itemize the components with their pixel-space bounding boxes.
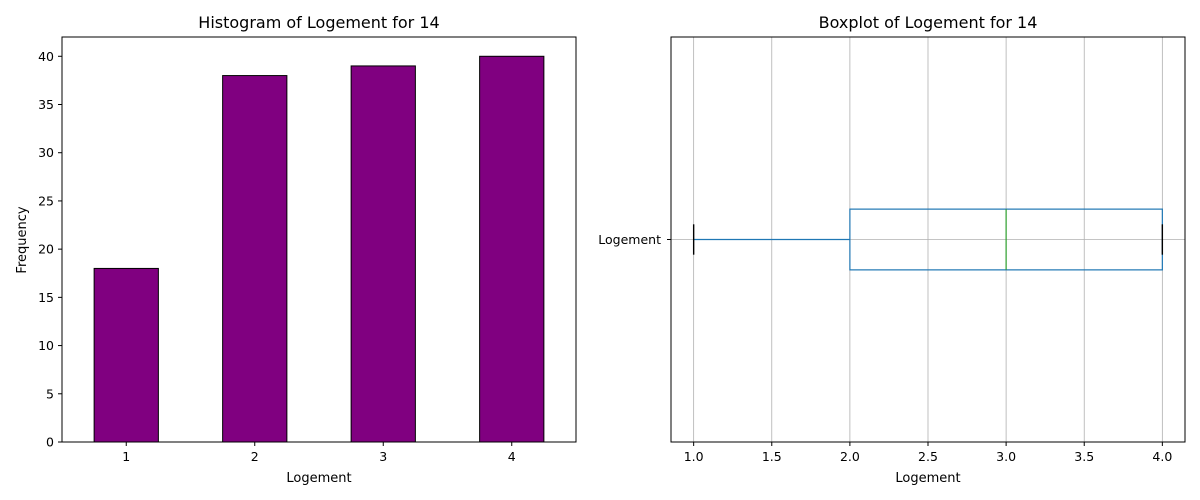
histogram-x-tick-label: 4 xyxy=(508,449,516,464)
histogram-x-tick-label: 3 xyxy=(379,449,387,464)
histogram-bars xyxy=(93,55,545,443)
histogram-x-tick-label: 1 xyxy=(122,449,130,464)
histogram-y-tick-label: 30 xyxy=(38,145,54,160)
boxplot-marks xyxy=(692,208,1164,271)
histogram-y-ticks: 0 5 10 15 20 25 30 35 40 xyxy=(38,49,62,450)
histogram-y-tick-label: 40 xyxy=(38,49,54,64)
histogram-title: Histogram of Logement for 14 xyxy=(198,13,439,32)
histogram-y-tick-label: 10 xyxy=(38,338,54,353)
boxplot-x-tick-label: 1.0 xyxy=(684,449,704,464)
histogram-bar-3 xyxy=(350,65,416,443)
boxplot-x-tick-label: 3.0 xyxy=(996,449,1016,464)
histogram-x-tick-label: 2 xyxy=(251,449,259,464)
histogram-y-tick-label: 25 xyxy=(38,193,54,208)
histogram-y-tick-label: 20 xyxy=(38,242,54,257)
histogram-y-label: Frequency xyxy=(15,206,30,273)
histogram-y-tick-label: 0 xyxy=(46,435,54,450)
boxplot-y-ticks: Logement xyxy=(598,232,671,247)
boxplot-chart: Boxplot of Logement for 14 1.0 1.5 2.0 2.5 3… xyxy=(598,13,1186,486)
histogram-bar-2 xyxy=(222,75,288,443)
histogram-plot-frame xyxy=(61,36,577,443)
histogram-y-tick-label: 15 xyxy=(38,290,54,305)
boxplot-x-tick-label: 2.5 xyxy=(918,449,938,464)
boxplot-x-ticks: 1.0 1.5 2.0 2.5 3.0 3.5 4.0 xyxy=(684,442,1172,464)
histogram-chart: Histogram of Logement for 14 0 5 10 15 20 25 3… xyxy=(15,13,577,486)
boxplot-x-tick-label: 4.0 xyxy=(1152,449,1172,464)
boxplot-x-tick-label: 1.5 xyxy=(762,449,782,464)
boxplot-x-label: Logement xyxy=(895,471,960,486)
boxplot-x-tick-label: 3.5 xyxy=(1074,449,1094,464)
boxplot-plot-frame xyxy=(670,36,1186,443)
histogram-y-tick-label: 35 xyxy=(38,97,54,112)
histogram-bar-1 xyxy=(93,267,159,443)
histogram-bar-4 xyxy=(479,55,545,443)
histogram-x-ticks: 1 2 3 4 xyxy=(122,442,516,464)
boxplot-title: Boxplot of Logement for 14 xyxy=(819,13,1038,32)
histogram-x-label: Logement xyxy=(286,471,351,486)
boxplot-y-tick-label: Logement xyxy=(598,232,661,247)
histogram-y-tick-label: 5 xyxy=(46,386,54,401)
boxplot-x-tick-label: 2.0 xyxy=(840,449,860,464)
